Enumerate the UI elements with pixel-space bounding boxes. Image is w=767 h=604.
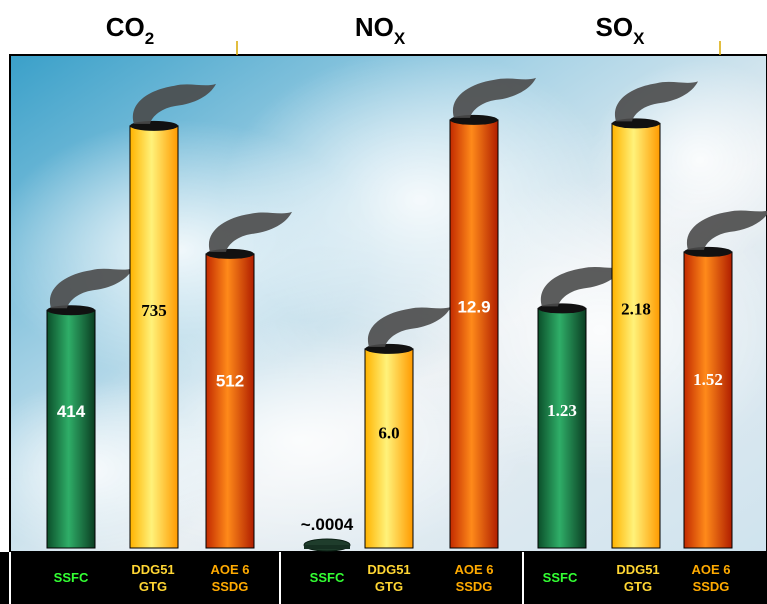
bar-body: [611, 122, 661, 549]
panel-title-subscript: X: [633, 29, 645, 48]
smoke-plume: [208, 211, 292, 252]
bar-aoe-6-ssdg: 12.9: [449, 77, 536, 549]
category-label: DDG51 GTG: [367, 562, 410, 594]
title-ticks: [236, 41, 721, 55]
panel-co2: CO2 414 SSFC 735 DDG51 GTG 512 AOE 6 SSDG: [46, 12, 292, 594]
panel-title-subscript: 2: [145, 29, 154, 48]
bar-body: [46, 309, 96, 549]
bar-ddg51-gtg: 2.18: [611, 81, 698, 549]
smoke-plume: [540, 266, 624, 307]
value-label: 1.52: [693, 370, 723, 389]
panel-title: NOX: [355, 12, 406, 48]
panel-separators: [9, 552, 524, 604]
bar-body: [364, 348, 414, 549]
bar-body: [537, 307, 587, 549]
panel-title: CO2: [106, 12, 154, 48]
panel-title: SOX: [596, 12, 646, 48]
category-label: AOE 6 SSDG: [454, 562, 493, 594]
category-band: [0, 552, 767, 604]
smoke-plume: [614, 81, 698, 122]
bar-ddg51-gtg: 735: [129, 83, 216, 549]
category-label: AOE 6 SSDG: [691, 562, 730, 594]
smoke-plume: [452, 77, 536, 118]
bar-aoe-6-ssdg: 512: [205, 211, 292, 549]
smoke-plume: [367, 306, 451, 347]
category-label: DDG51 GTG: [131, 562, 174, 594]
bar-ddg51-gtg: 6.0: [364, 306, 451, 549]
value-label: 414: [57, 402, 86, 421]
value-label: 1.23: [547, 401, 577, 420]
bar-ssfc: 414: [46, 268, 133, 549]
bar-body: [449, 119, 499, 549]
category-label: AOE 6 SSDG: [210, 562, 249, 594]
bar-body: [129, 125, 179, 549]
bar-aoe-6-ssdg: 1.52: [683, 210, 767, 549]
category-label: SSFC: [54, 570, 89, 585]
bar-body: [304, 545, 350, 549]
bar-body: [205, 253, 255, 549]
smoke-plume: [686, 210, 767, 250]
category-label: SSFC: [310, 570, 345, 585]
value-label: 512: [216, 371, 244, 390]
value-label: 6.0: [378, 423, 399, 442]
smoke-plume: [49, 268, 133, 309]
value-label: ~.0004: [301, 515, 354, 534]
panel-nox: NOX ~.0004 SSFC 6.0 DDG51 GTG 12.9 AOE 6 SSDG: [301, 12, 536, 594]
panel-title-subscript: X: [394, 29, 406, 48]
bar-ssfc: 1.23: [537, 266, 624, 549]
value-label: 735: [141, 301, 167, 320]
smoke-plume: [132, 83, 216, 124]
panel-sox: SOX 1.23 SSFC 2.18 DDG51 GTG 1.52 AOE 6 SSDG: [537, 12, 767, 594]
bar-ssfc: ~.0004: [301, 515, 354, 552]
value-label: 2.18: [621, 299, 651, 318]
panels-layer: CO2 414 SSFC 735 DDG51 GTG 512 AOE 6 SSDG NOX ~.00…: [46, 12, 767, 594]
bar-body: [683, 251, 733, 549]
category-label: SSFC: [543, 570, 578, 585]
value-label: 12.9: [457, 298, 490, 317]
category-label: DDG51 GTG: [616, 562, 659, 594]
